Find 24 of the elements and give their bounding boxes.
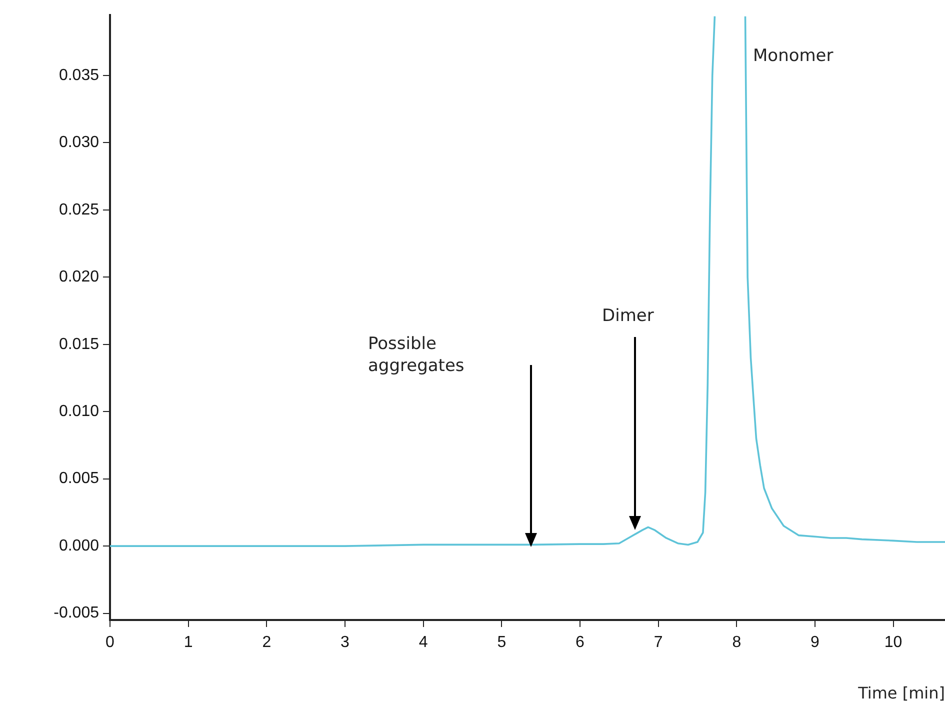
y-tick-label: 0.005	[58, 470, 100, 488]
x-tick-label: 9	[810, 634, 820, 652]
annotation: Possible aggregates	[368, 333, 466, 377]
annotation: Monomer	[753, 45, 834, 67]
x-tick-label: 0	[106, 634, 115, 652]
x-tick-label: 8	[732, 634, 742, 652]
x-tick-label: 7	[654, 634, 663, 652]
y-tick-label: 0.015	[58, 336, 100, 353]
y-tick-label: 0.000	[58, 537, 100, 554]
y-tick-label: 0.010	[58, 403, 100, 420]
x-tick-label: 3	[340, 634, 350, 652]
y-tick-label: 0.020	[58, 268, 100, 286]
x-tick-label: 1	[184, 634, 193, 652]
y-tick-label: 0.035	[58, 66, 100, 84]
y-tick-label: 0.025	[58, 201, 100, 218]
x-tick-label: 4	[418, 634, 428, 652]
x-axis-title: Time [min]	[857, 684, 945, 703]
x-tick-label: 2	[262, 634, 272, 652]
x-tick-label: 10	[884, 634, 902, 652]
annotation: Dimer	[602, 305, 654, 327]
x-tick-label: 6	[576, 634, 585, 652]
x-tick-label: 5	[497, 634, 506, 652]
y-tick-label: -0.005	[54, 604, 100, 622]
y-tick-label: 0.030	[58, 134, 100, 152]
